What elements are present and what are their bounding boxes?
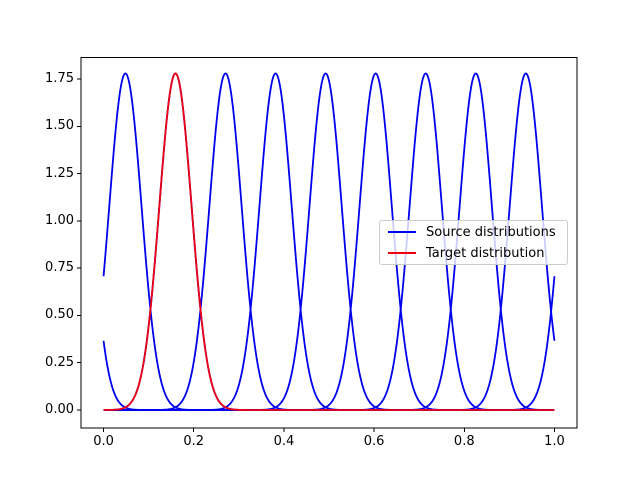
x-tick-label: 1.0	[544, 434, 565, 449]
y-tick-label: 0.75	[45, 260, 74, 276]
y-tick-label: 1.25	[45, 165, 74, 181]
legend-line-sample-source	[388, 231, 416, 233]
y-tick-label: 1.00	[45, 212, 74, 228]
y-tick-label: 0.50	[45, 307, 74, 323]
x-tick-label: 0.2	[183, 434, 205, 449]
legend-entry-source: Source distributions	[388, 223, 559, 241]
legend: Source distributions Target distribution	[379, 220, 568, 265]
target-distribution-curve	[103, 72, 555, 411]
legend-entry-target: Target distribution	[388, 244, 559, 262]
x-tick-label: 0.6	[363, 434, 385, 449]
tick-marks	[77, 78, 555, 432]
y-tick-label: 0.25	[45, 354, 74, 370]
legend-line-sample-target	[388, 252, 416, 254]
x-tick-label: 0.8	[453, 434, 475, 449]
x-tick-label: 0.0	[93, 434, 114, 449]
x-tick-label: 0.4	[273, 434, 295, 449]
y-tick-label: 1.50	[45, 118, 74, 134]
curves	[102, 72, 556, 411]
axes-spines	[80, 57, 578, 429]
legend-label-source: Source distributions	[426, 224, 556, 240]
y-tick-label: 1.75	[45, 71, 74, 87]
y-tick-label: 0.00	[45, 401, 74, 417]
legend-label-target: Target distribution	[426, 245, 545, 261]
